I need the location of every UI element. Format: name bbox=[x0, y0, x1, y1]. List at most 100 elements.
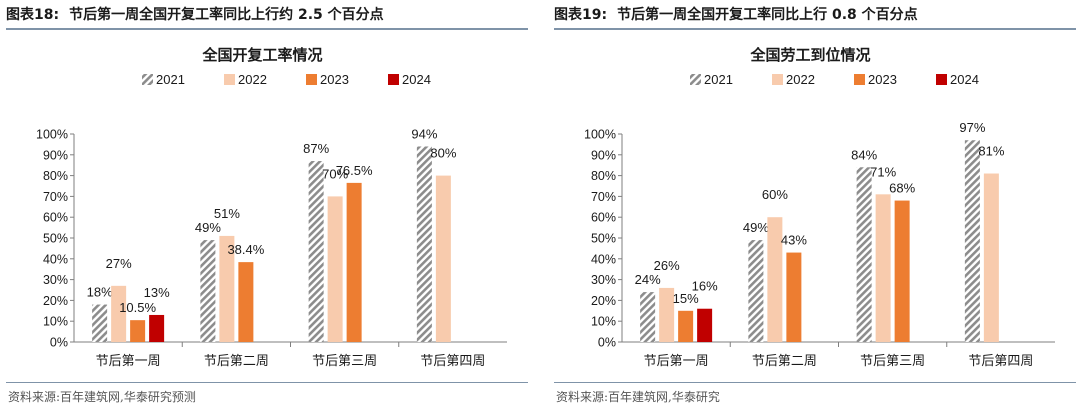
bar-2022 bbox=[659, 287, 675, 342]
bar-2023 bbox=[130, 320, 146, 342]
chart-panel-right: 图表19: 节后第一周全国开复工率同比上行 0.8 个百分点 全国劳工到位情况 20… bbox=[550, 0, 1080, 412]
legend-label: 2023 bbox=[868, 72, 897, 87]
y-tick-label: 100% bbox=[584, 128, 616, 142]
bar-2022 bbox=[983, 173, 999, 342]
bar-2024 bbox=[697, 308, 713, 342]
figure-number: 图表18: bbox=[6, 7, 60, 23]
data-label: 24% bbox=[635, 272, 661, 287]
y-tick-label: 70% bbox=[591, 190, 616, 204]
chart-panel-left: 图表18: 节后第一周全国开复工率同比上行约 2.5 个百分点 全国开复工率情况 2… bbox=[2, 0, 532, 412]
bar-2021 bbox=[640, 292, 656, 342]
legend-swatch bbox=[388, 74, 399, 85]
x-tick-label: 节后第二周 bbox=[204, 354, 269, 369]
data-label: 51% bbox=[214, 206, 240, 221]
legend-swatch bbox=[690, 74, 701, 85]
figure-caption: 节后第一周全国开复工率同比上行 0.8 个百分点 bbox=[617, 7, 918, 23]
bar-2021 bbox=[416, 146, 432, 342]
y-tick-label: 60% bbox=[43, 211, 68, 225]
bar-chart: 全国开复工率情况 2021 2022 2023 2024 0% 10% 20% 30% 40% 50… bbox=[36, 46, 507, 369]
legend-label: 2022 bbox=[238, 72, 267, 87]
bar-2022 bbox=[219, 235, 235, 342]
legend-label: 2021 bbox=[704, 72, 733, 87]
bar-2021 bbox=[92, 304, 108, 342]
legend-swatch bbox=[772, 74, 783, 85]
data-label: 70% bbox=[322, 166, 348, 181]
figure-caption: 节后第一周全国开复工率同比上行约 2.5 个百分点 bbox=[69, 7, 384, 23]
figure-header: 图表19: 节后第一周全国开复工率同比上行 0.8 个百分点 bbox=[554, 2, 1076, 30]
bar-2021 bbox=[964, 140, 980, 342]
bar-2023 bbox=[346, 182, 362, 342]
legend-label: 2024 bbox=[950, 72, 979, 87]
legend-swatch bbox=[142, 74, 153, 85]
source-divider bbox=[554, 382, 1076, 383]
legend-swatch bbox=[854, 74, 865, 85]
legend-label: 2023 bbox=[320, 72, 349, 87]
bar-2021 bbox=[856, 167, 872, 342]
bar-chart: 全国劳工到位情况 2021 2022 2023 2024 0% 10% 20% 30% 40% 50… bbox=[584, 46, 1055, 369]
y-tick-label: 80% bbox=[43, 169, 68, 183]
bar-2023 bbox=[786, 252, 802, 342]
legend-label: 2022 bbox=[786, 72, 815, 87]
data-label: 81% bbox=[978, 144, 1004, 159]
data-label: 10.5% bbox=[119, 300, 156, 315]
figure-header: 图表18: 节后第一周全国开复工率同比上行约 2.5 个百分点 bbox=[6, 2, 528, 30]
y-tick-label: 30% bbox=[591, 273, 616, 287]
y-tick-label: 0% bbox=[598, 336, 616, 350]
bar-2021 bbox=[748, 240, 764, 342]
y-tick-label: 20% bbox=[43, 294, 68, 308]
x-tick-label: 节后第二周 bbox=[752, 354, 817, 369]
legend-label: 2021 bbox=[156, 72, 185, 87]
legend-swatch bbox=[936, 74, 947, 85]
y-tick-label: 0% bbox=[50, 336, 68, 350]
x-tick-label: 节后第四周 bbox=[968, 354, 1033, 369]
source-note: 资料来源:百年建筑网,华泰研究 bbox=[556, 390, 720, 404]
data-label: 80% bbox=[430, 146, 456, 161]
data-label: 27% bbox=[106, 256, 132, 271]
data-label: 16% bbox=[692, 279, 718, 294]
x-tick-label: 节后第三周 bbox=[312, 354, 377, 369]
x-tick-label: 节后第四周 bbox=[420, 354, 485, 369]
chart-title: 全国开复工率情况 bbox=[201, 46, 322, 64]
y-tick-label: 90% bbox=[591, 148, 616, 162]
y-tick-label: 100% bbox=[36, 128, 68, 142]
y-tick-label: 50% bbox=[43, 232, 68, 246]
data-label: 68% bbox=[889, 181, 915, 196]
data-label: 43% bbox=[781, 233, 807, 248]
data-label: 18% bbox=[87, 285, 113, 300]
bar-2022 bbox=[111, 285, 127, 342]
y-tick-label: 40% bbox=[591, 252, 616, 266]
legend-swatch bbox=[306, 74, 317, 85]
x-tick-label: 节后第一周 bbox=[96, 354, 161, 369]
data-label: 94% bbox=[411, 126, 437, 141]
data-label: 87% bbox=[303, 141, 329, 156]
y-tick-label: 70% bbox=[43, 190, 68, 204]
data-label: 15% bbox=[673, 291, 699, 306]
data-label: 13% bbox=[144, 285, 170, 300]
y-tick-label: 80% bbox=[591, 169, 616, 183]
y-tick-label: 40% bbox=[43, 252, 68, 266]
bar-2022 bbox=[435, 175, 451, 342]
y-tick-label: 60% bbox=[591, 211, 616, 225]
data-label: 49% bbox=[743, 220, 769, 235]
data-label: 26% bbox=[654, 258, 680, 273]
x-tick-label: 节后第一周 bbox=[644, 354, 709, 369]
legend-label: 2024 bbox=[402, 72, 431, 87]
data-label: 76.5% bbox=[336, 163, 373, 178]
data-label: 84% bbox=[851, 147, 877, 162]
bar-2023 bbox=[678, 310, 694, 342]
bar-2024 bbox=[149, 314, 165, 342]
bar-2023 bbox=[238, 262, 254, 342]
bar-2022 bbox=[767, 217, 783, 342]
figure-number: 图表19: bbox=[554, 7, 608, 23]
legend-swatch bbox=[224, 74, 235, 85]
y-tick-label: 10% bbox=[43, 315, 68, 329]
x-tick-label: 节后第三周 bbox=[860, 354, 925, 369]
bar-2021 bbox=[200, 240, 216, 342]
source-note: 资料来源:百年建筑网,华泰研究预测 bbox=[8, 390, 196, 404]
data-label: 38.4% bbox=[227, 242, 264, 257]
y-tick-label: 30% bbox=[43, 273, 68, 287]
bar-2023 bbox=[894, 200, 910, 342]
bar-2022 bbox=[327, 196, 343, 342]
bar-2021 bbox=[308, 161, 324, 342]
source-divider bbox=[6, 382, 528, 383]
